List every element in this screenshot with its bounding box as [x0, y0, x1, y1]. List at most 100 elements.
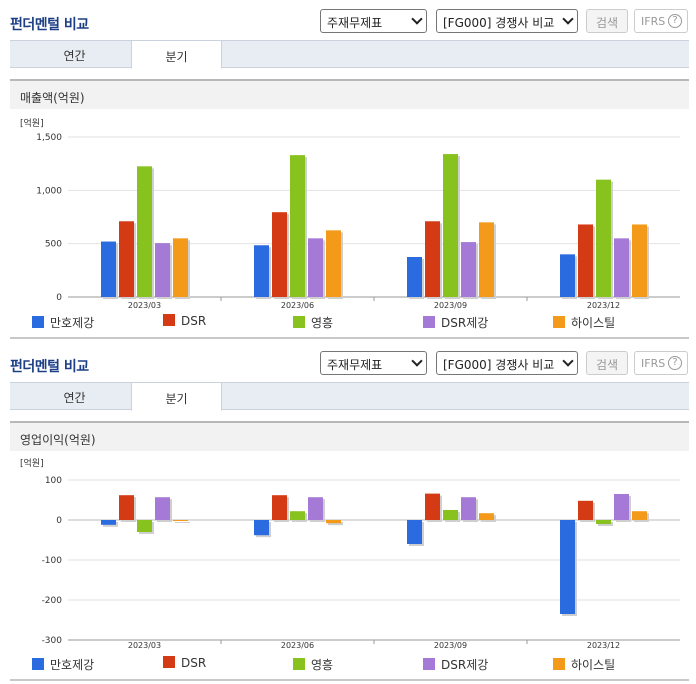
y-tick-label: 1,000	[36, 186, 62, 196]
legend-label: DSR제강	[441, 316, 489, 330]
bar	[290, 511, 305, 520]
category-label: 2023/09	[434, 641, 467, 650]
legend-label: 하이스틸	[571, 658, 616, 672]
ifrs-button[interactable]: IFRS?	[634, 351, 688, 375]
bar	[425, 221, 440, 297]
bar	[614, 238, 629, 297]
bar	[155, 497, 170, 520]
comparison-select[interactable]: [FG000] 경쟁사 비교	[436, 351, 578, 375]
unit-label: [억원]	[20, 457, 44, 469]
legend-item[interactable]: 하이스틸	[553, 314, 615, 331]
bar	[560, 520, 575, 614]
tab-annual[interactable]: 연간	[63, 391, 86, 405]
bar-shadow	[328, 522, 343, 526]
unit-label: [억원]	[20, 117, 44, 129]
legend-swatch	[163, 656, 175, 668]
chart-legend: 만호제강 DSR 영흥 DSR제강 하이스틸	[10, 314, 689, 334]
bar	[596, 179, 611, 297]
legend-swatch	[423, 316, 435, 328]
legend-swatch	[163, 314, 175, 326]
search-button[interactable]: 검색	[586, 9, 628, 33]
legend-label: DSR	[181, 656, 207, 670]
bar	[137, 166, 152, 297]
chevron-down-icon	[562, 13, 574, 25]
legend-item[interactable]: 영흥	[293, 656, 333, 673]
fundamental-section-revenue: 펀더멘털 비교 주재무제표 [FG000] 경쟁사 비교 검색 IFRS? 연간…	[0, 0, 696, 340]
category-label: 2023/06	[281, 301, 314, 310]
legend-item[interactable]: DSR제강	[423, 656, 488, 673]
bar	[560, 254, 575, 297]
bar	[632, 511, 647, 520]
ifrs-button[interactable]: IFRS?	[634, 9, 688, 33]
bar	[578, 224, 593, 297]
bar	[407, 520, 422, 544]
bar	[119, 221, 134, 297]
y-tick-label: 0	[56, 293, 62, 303]
y-tick-label: 100	[45, 476, 62, 486]
bar	[479, 513, 494, 520]
bar	[614, 494, 629, 520]
legend-item[interactable]: DSR	[163, 314, 206, 328]
section-title: 펀더멘털 비교	[10, 17, 89, 33]
help-icon: ?	[668, 356, 682, 370]
chart-title: 매출액(억원)	[10, 79, 689, 109]
legend-item[interactable]: DSR제강	[423, 314, 488, 331]
section-header: 펀더멘털 비교 주재무제표 [FG000] 경쟁사 비교 검색 IFRS?	[0, 342, 696, 378]
tab-quarterly[interactable]: 분기	[131, 40, 222, 69]
period-tabs: 연간 분기	[10, 382, 689, 411]
legend-item[interactable]: 만호제강	[32, 656, 94, 673]
bar	[461, 242, 476, 297]
legend-label: 만호제강	[50, 658, 95, 672]
period-tabs: 연간 분기	[10, 40, 689, 69]
category-label: 2023/12	[587, 301, 620, 310]
comparison-select[interactable]: [FG000] 경쟁사 비교	[436, 9, 578, 33]
bar	[101, 520, 116, 525]
bar	[596, 520, 611, 524]
legend-label: DSR	[181, 314, 207, 328]
category-label: 2023/09	[434, 301, 467, 310]
bar	[137, 520, 152, 532]
bar	[326, 520, 341, 524]
legend-label: 영흥	[311, 658, 334, 672]
y-tick-label: -300	[42, 636, 63, 646]
chart-title: 영업이익(억원)	[10, 421, 689, 451]
fundamental-section-operating-profit: 펀더멘털 비교 주재무제표 [FG000] 경쟁사 비교 검색 IFRS? 연간…	[0, 342, 696, 684]
legend-swatch	[293, 658, 305, 670]
legend-swatch	[423, 658, 435, 670]
legend-item[interactable]: 만호제강	[32, 314, 94, 331]
y-tick-label: 1,500	[36, 133, 62, 143]
bar	[407, 257, 422, 297]
legend-item[interactable]: 영흥	[293, 314, 333, 331]
tab-annual[interactable]: 연간	[63, 49, 86, 63]
bar	[254, 245, 269, 297]
bar	[155, 243, 170, 297]
statement-type-select[interactable]: 주재무제표	[320, 351, 427, 375]
chevron-down-icon	[562, 355, 574, 367]
tab-quarterly[interactable]: 분기	[131, 382, 222, 411]
search-button[interactable]: 검색	[586, 351, 628, 375]
bar	[101, 241, 116, 297]
bar	[254, 520, 269, 536]
divider	[10, 337, 689, 339]
bar	[461, 497, 476, 520]
legend-item[interactable]: 하이스틸	[553, 656, 615, 673]
category-label: 2023/12	[587, 641, 620, 650]
bar-shadow	[175, 522, 190, 523]
category-label: 2023/06	[281, 641, 314, 650]
legend-item[interactable]: DSR	[163, 656, 206, 670]
legend-label: 영흥	[311, 316, 334, 330]
bar	[632, 224, 647, 297]
legend-label: DSR제강	[441, 658, 489, 672]
chevron-down-icon	[411, 355, 423, 367]
bar	[290, 155, 305, 297]
legend-label: 하이스틸	[571, 316, 616, 330]
y-tick-label: 500	[45, 240, 62, 250]
bar	[272, 212, 287, 297]
bar	[479, 222, 494, 297]
chart-legend: 만호제강 DSR 영흥 DSR제강 하이스틸	[10, 656, 689, 676]
bar	[326, 230, 341, 297]
divider	[10, 679, 689, 681]
statement-type-select[interactable]: 주재무제표	[320, 9, 427, 33]
legend-swatch	[293, 316, 305, 328]
section-title: 펀더멘털 비교	[10, 359, 89, 375]
